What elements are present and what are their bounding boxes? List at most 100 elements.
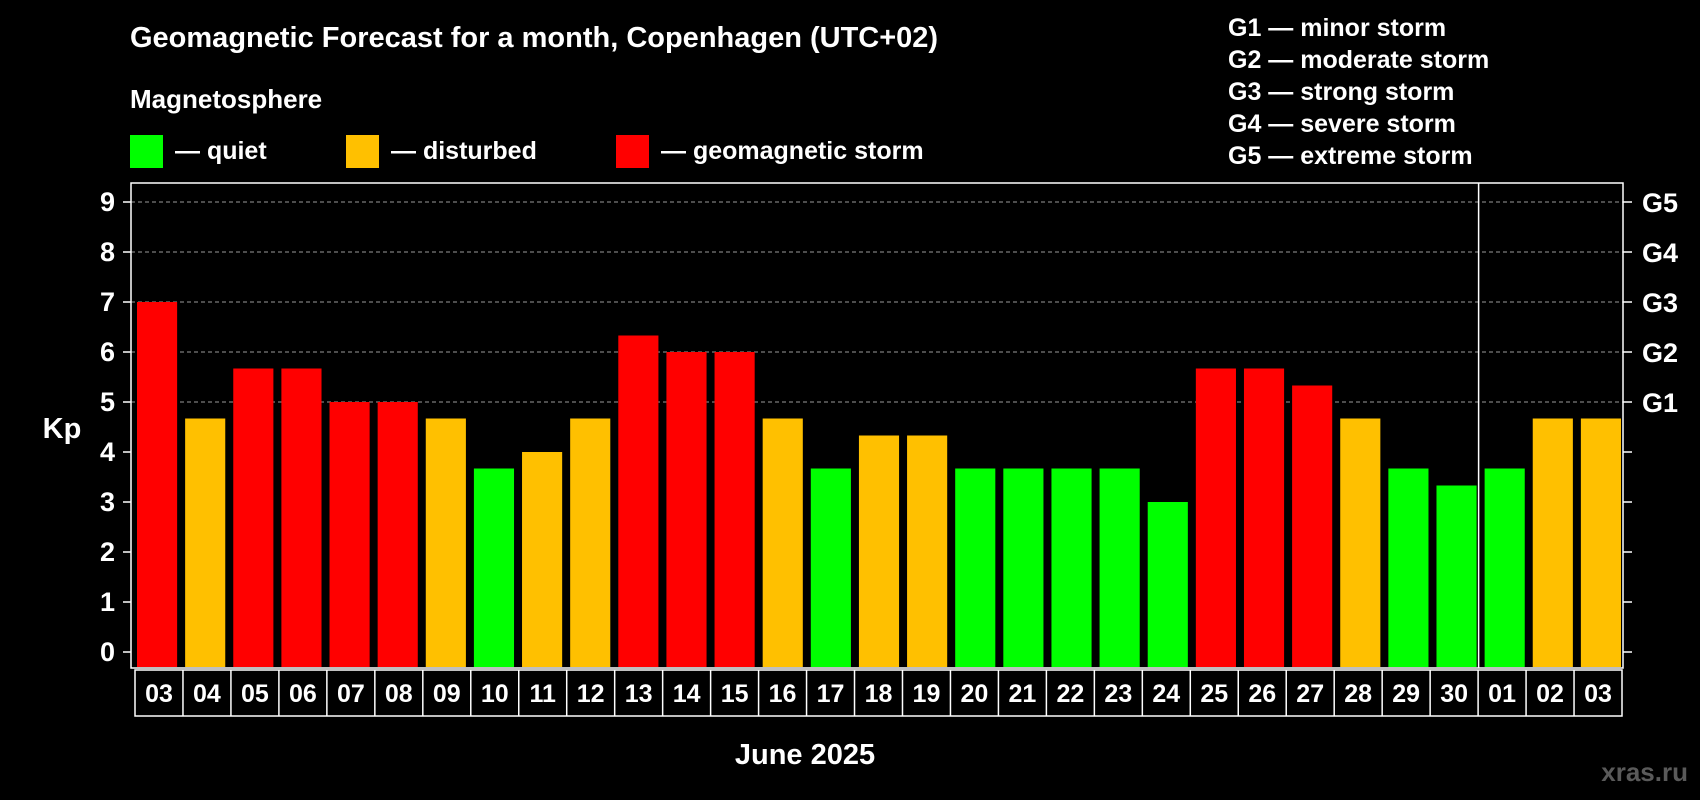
y-tick-label: 3 (100, 487, 115, 517)
x-tick-label: 26 (1248, 680, 1276, 708)
bar-23 (1099, 468, 1140, 667)
y-tick-label: 5 (100, 387, 115, 417)
x-tick-label: 14 (673, 680, 701, 708)
g-level-label: G5 (1642, 188, 1678, 218)
x-tick-label: 20 (961, 680, 989, 708)
x-tick-label: 29 (1392, 680, 1420, 708)
x-tick-label: 23 (1104, 680, 1132, 708)
bar-09 (425, 418, 466, 667)
g-scale-item: G1 — minor storm (1228, 14, 1447, 42)
y-tick-label: 0 (100, 637, 115, 667)
bar-10 (473, 468, 515, 667)
g-scale-item: G5 — extreme storm (1228, 142, 1473, 170)
y-tick-label: 7 (100, 287, 115, 317)
x-axis-label: June 2025 (735, 739, 875, 771)
y-tick-label: 4 (100, 437, 115, 467)
g-scale-item: G2 — moderate storm (1228, 46, 1490, 74)
y-tick-label: 9 (100, 187, 115, 217)
bar-11 (522, 452, 563, 667)
x-tick-label: 17 (817, 680, 845, 708)
bar-05 (233, 368, 274, 667)
bar-25 (1195, 368, 1236, 667)
bar-06 (281, 368, 322, 667)
bar-28 (1340, 418, 1381, 667)
chart-title: Geomagnetic Forecast for a month, Copenh… (130, 22, 939, 54)
bar-15 (714, 352, 755, 667)
x-tick-label: 10 (481, 680, 509, 708)
watermark: xras.ru (1601, 757, 1688, 787)
bar-24 (1147, 502, 1188, 667)
legend-heading: Magnetosphere (130, 84, 323, 114)
bar-04 (185, 418, 226, 667)
bar-17 (810, 468, 851, 667)
bar-30 (1436, 485, 1477, 667)
x-tick-label: 02 (1536, 680, 1564, 708)
bar-19 (907, 435, 948, 667)
plot-frame (130, 182, 1624, 669)
bar-12 (570, 418, 611, 667)
x-tick-label: 25 (1200, 680, 1228, 708)
bar-16 (762, 418, 803, 667)
legend-label-disturbed: — disturbed (391, 136, 537, 165)
g-scale-item: G3 — strong storm (1228, 78, 1455, 106)
bar-18 (858, 435, 900, 667)
bar-07 (329, 402, 370, 667)
x-tick-label: 04 (193, 680, 221, 708)
x-tick-label: 03 (1584, 680, 1612, 708)
bar-08 (377, 402, 418, 667)
g-level-label: G1 (1642, 388, 1678, 418)
x-tick-label: 03 (145, 680, 173, 708)
g-level-label: G2 (1642, 338, 1678, 368)
date-strip (134, 669, 1623, 717)
legend-item-disturbed: — disturbed (346, 134, 537, 168)
y-tick-label: 6 (100, 337, 115, 367)
y-tick-label: 8 (100, 237, 115, 267)
bar-21 (1003, 468, 1044, 667)
bar-22 (1051, 468, 1092, 667)
x-tick-label: 19 (913, 680, 941, 708)
legend-item-quiet: — quiet (130, 134, 267, 168)
legend-label-storm: — geomagnetic storm (661, 136, 924, 165)
y-tick-label: 1 (100, 587, 115, 617)
bar-14 (666, 352, 707, 667)
g-scale-item: G4 — severe storm (1228, 110, 1456, 138)
legend-swatch-quiet (130, 134, 163, 168)
x-tick-label: 21 (1008, 680, 1036, 708)
x-tick-label: 18 (865, 680, 893, 708)
x-tick-label: 22 (1056, 680, 1084, 708)
legend-swatch-storm (616, 134, 649, 168)
bar-02 (1532, 418, 1573, 667)
x-tick-label: 06 (289, 680, 317, 708)
x-tick-label: 27 (1296, 680, 1324, 708)
x-tick-label: 28 (1344, 680, 1372, 708)
legend-label-quiet: — quiet (175, 136, 267, 165)
x-tick-label: 16 (769, 680, 797, 708)
x-tick-label: 01 (1488, 680, 1516, 708)
bar-01 (1484, 468, 1525, 667)
bar-03 (1580, 418, 1621, 667)
g-level-label: G4 (1642, 238, 1678, 268)
x-tick-label: 08 (385, 680, 413, 708)
bar-29 (1388, 468, 1429, 667)
bar-03 (137, 302, 178, 667)
x-tick-label: 05 (241, 680, 269, 708)
bar-20 (955, 468, 996, 667)
x-tick-label: 09 (433, 680, 461, 708)
g-scale-legend: G1 — minor storm G2 — moderate storm G3 … (1228, 12, 1489, 172)
legend-swatch-disturbed (346, 134, 379, 168)
x-tick-label: 24 (1152, 680, 1180, 708)
bar-27 (1292, 385, 1333, 667)
legend-item-storm: — geomagnetic storm (616, 134, 924, 168)
x-tick-label: 13 (625, 680, 653, 708)
x-tick-label: 12 (577, 680, 605, 708)
y-tick-label: 2 (100, 537, 115, 567)
g-level-label: G3 (1642, 288, 1678, 318)
bar-26 (1243, 368, 1285, 667)
x-tick-label: 07 (337, 680, 365, 708)
x-tick-label: 15 (721, 680, 749, 708)
x-tick-label: 11 (530, 680, 557, 708)
y-axis-label: Kp (43, 413, 82, 445)
x-tick-label: 30 (1440, 680, 1468, 708)
bar-13 (618, 335, 659, 667)
